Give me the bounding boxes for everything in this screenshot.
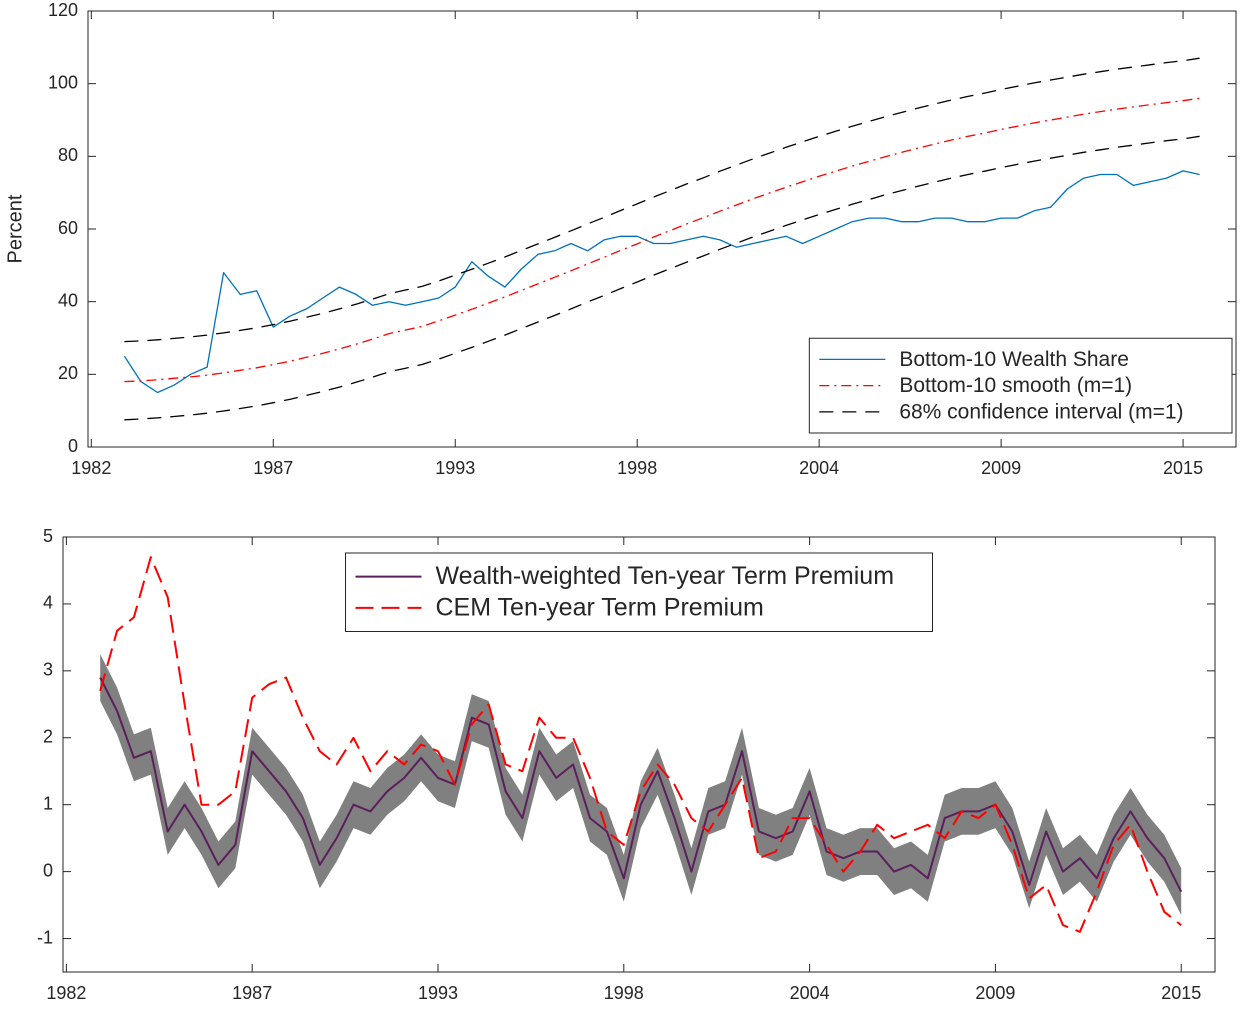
y-tick-label: 100 <box>48 72 78 92</box>
confidence-band <box>100 654 1182 916</box>
legend-label: Bottom-10 Wealth Share <box>899 348 1129 371</box>
x-tick-label: 1993 <box>418 983 458 1003</box>
x-tick-label: 1993 <box>435 458 475 478</box>
x-tick-label: 1982 <box>71 458 111 478</box>
legend-label: 68% confidence interval (m=1) <box>899 400 1183 423</box>
series-line <box>124 97 1200 383</box>
x-tick-label: 2009 <box>981 458 1021 478</box>
legend-label: Bottom-10 smooth (m=1) <box>899 374 1132 397</box>
y-tick-label: 0 <box>68 436 78 456</box>
y-tick-label: -1 <box>37 927 53 947</box>
x-tick-label: 2004 <box>790 983 830 1003</box>
x-tick-label: 2015 <box>1161 983 1201 1003</box>
y-tick-label: 2 <box>43 727 53 747</box>
y-tick-label: 4 <box>43 593 53 613</box>
series-line <box>124 135 1200 421</box>
y-axis-label: Percent <box>4 194 26 263</box>
x-tick-label: 2009 <box>975 983 1015 1003</box>
y-tick-label: 20 <box>58 363 78 383</box>
x-tick-label: 2004 <box>799 458 839 478</box>
series-line <box>99 677 1183 893</box>
x-tick-label: 1987 <box>253 458 293 478</box>
legend-label: Wealth-weighted Ten-year Term Premium <box>436 562 895 590</box>
x-tick-label: 1998 <box>604 983 644 1003</box>
x-tick-label: 2015 <box>1163 458 1203 478</box>
series-line <box>124 57 1200 343</box>
y-tick-label: 0 <box>43 860 53 880</box>
legend-box <box>345 552 933 632</box>
x-tick-label: 1987 <box>232 983 272 1003</box>
x-tick-label: 1982 <box>46 983 86 1003</box>
y-tick-label: 60 <box>58 218 78 238</box>
y-tick-label: 5 <box>43 526 53 546</box>
y-tick-label: 3 <box>43 660 53 680</box>
y-tick-label: 120 <box>48 0 78 20</box>
x-tick-label: 1998 <box>617 458 657 478</box>
y-tick-label: 40 <box>58 290 78 310</box>
y-tick-label: 80 <box>58 145 78 165</box>
legend-label: CEM Ten-year Term Premium <box>436 593 764 621</box>
series-line <box>123 170 1200 394</box>
y-tick-label: 1 <box>43 793 53 813</box>
